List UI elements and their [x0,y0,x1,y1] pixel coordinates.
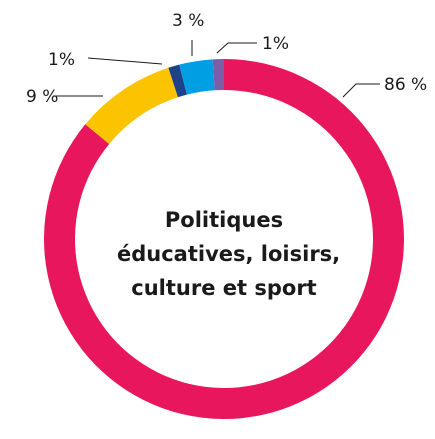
slice-label-1: 86 % [384,75,427,95]
slice-label-4: 3 % [172,11,204,31]
leader-lines [53,40,380,98]
leader-line-1 [342,83,380,98]
leader-line-3 [87,57,163,65]
leader-line-5 [216,42,257,54]
slice-4 [179,59,215,95]
slice-label-5: 1% [262,34,289,54]
center-title-line-2: éducatives, loisirs, [117,242,341,266]
slice-2 [85,67,178,145]
chart-center-title: Politiques éducatives, loisirs, culture … [117,203,341,305]
slice-label-2: 9 % [26,87,58,107]
slice-labels: 86 % 9 % 1% 3 % 1% [26,11,427,107]
center-title-line-3: culture et sport [131,276,317,300]
donut-slices [44,59,405,420]
slice-label-3: 1% [48,50,75,70]
center-title-line-1: Politiques [164,208,284,232]
slice-3 [168,64,187,98]
slice-5 [212,59,224,91]
